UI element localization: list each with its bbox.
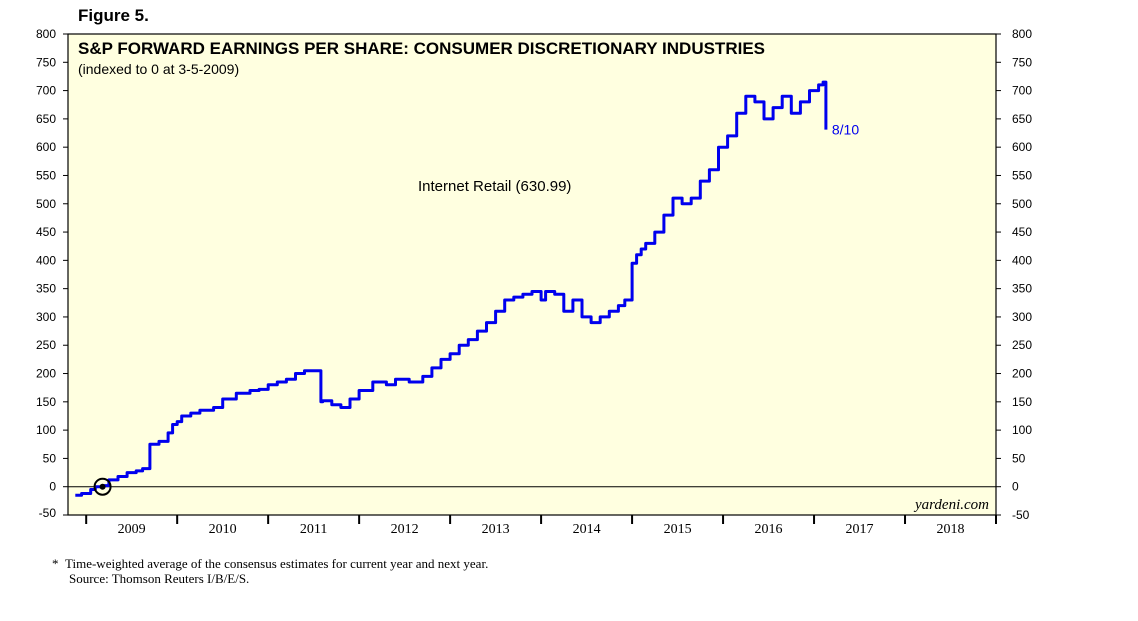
chart-title: S&P FORWARD EARNINGS PER SHARE: CONSUMER… [78, 39, 765, 58]
series-line-internet-retail [75, 80, 828, 497]
y-tick-label-right: 400 [1012, 253, 1032, 267]
footnote-text-1: Time-weighted average of the consensus e… [65, 556, 489, 571]
footnote-line-2: Source: Thomson Reuters I/B/E/S. [69, 571, 250, 586]
y-tick-label-left: 500 [36, 197, 56, 211]
y-tick-label-left: 250 [36, 338, 56, 352]
y-tick-label-right: 50 [1012, 451, 1026, 465]
y-tick-label-right: 750 [1012, 55, 1032, 69]
footnote-line-1: * Time-weighted average of the consensus… [52, 556, 489, 571]
y-tick-label-left: 50 [43, 451, 57, 465]
x-tick-label: 2016 [755, 522, 783, 537]
y-tick-label-left: 150 [36, 395, 56, 409]
y-tick-label-left: 300 [36, 310, 56, 324]
y-tick-label-right: 150 [1012, 395, 1032, 409]
x-tick-label: 2011 [300, 522, 327, 537]
y-tick-label-left: 200 [36, 367, 56, 381]
y-tick-label-left: 100 [36, 423, 56, 437]
y-tick-label-right: 500 [1012, 197, 1032, 211]
y-tick-label-right: 800 [1012, 27, 1032, 41]
series-label: Internet Retail (630.99) [418, 178, 571, 195]
y-tick-label-right: 100 [1012, 423, 1032, 437]
y-tick-label-right: 0 [1012, 480, 1019, 494]
x-tick-label: 2012 [391, 522, 419, 537]
y-tick-label-right: -50 [1012, 508, 1030, 522]
figure-label: Figure 5. [78, 6, 149, 25]
y-tick-label-right: 600 [1012, 140, 1032, 154]
x-tick-label: 2010 [209, 522, 237, 537]
y-tick-label-right: 350 [1012, 282, 1032, 296]
y-tick-label-right: 550 [1012, 168, 1032, 182]
y-tick-label-left: 450 [36, 225, 56, 239]
x-tick-label: 2017 [846, 522, 874, 537]
y-tick-label-left: 400 [36, 253, 56, 267]
y-tick-label-left: 750 [36, 55, 56, 69]
y-tick-label-left: 550 [36, 168, 56, 182]
x-tick-label: 2009 [118, 522, 146, 537]
end-label: 8/10 [832, 122, 859, 138]
y-tick-label-right: 700 [1012, 84, 1032, 98]
y-tick-label-left: 800 [36, 27, 56, 41]
y-tick-label-right: 650 [1012, 112, 1032, 126]
y-tick-label-left: 350 [36, 282, 56, 296]
index-marker-ring [93, 477, 112, 496]
index-marker-dot [99, 483, 106, 490]
y-tick-label-left: 700 [36, 84, 56, 98]
y-tick-label-right: 300 [1012, 310, 1032, 324]
y-tick-label-right: 250 [1012, 338, 1032, 352]
plot-background [67, 33, 997, 516]
x-tick-label: 2013 [482, 522, 510, 537]
y-tick-label-right: 200 [1012, 367, 1032, 381]
y-tick-label-left: -50 [39, 506, 57, 520]
y-tick-label-left: 600 [36, 140, 56, 154]
chart-subtitle: (indexed to 0 at 3-5-2009) [78, 61, 239, 77]
watermark: yardeni.com [913, 497, 989, 513]
x-tick-label: 2014 [573, 522, 601, 537]
y-tick-label-left: 650 [36, 112, 56, 126]
y-tick-label-left: 0 [49, 480, 56, 494]
x-tick-label: 2015 [664, 522, 692, 537]
x-tick-label: 2018 [937, 522, 965, 537]
y-tick-label-right: 450 [1012, 225, 1032, 239]
